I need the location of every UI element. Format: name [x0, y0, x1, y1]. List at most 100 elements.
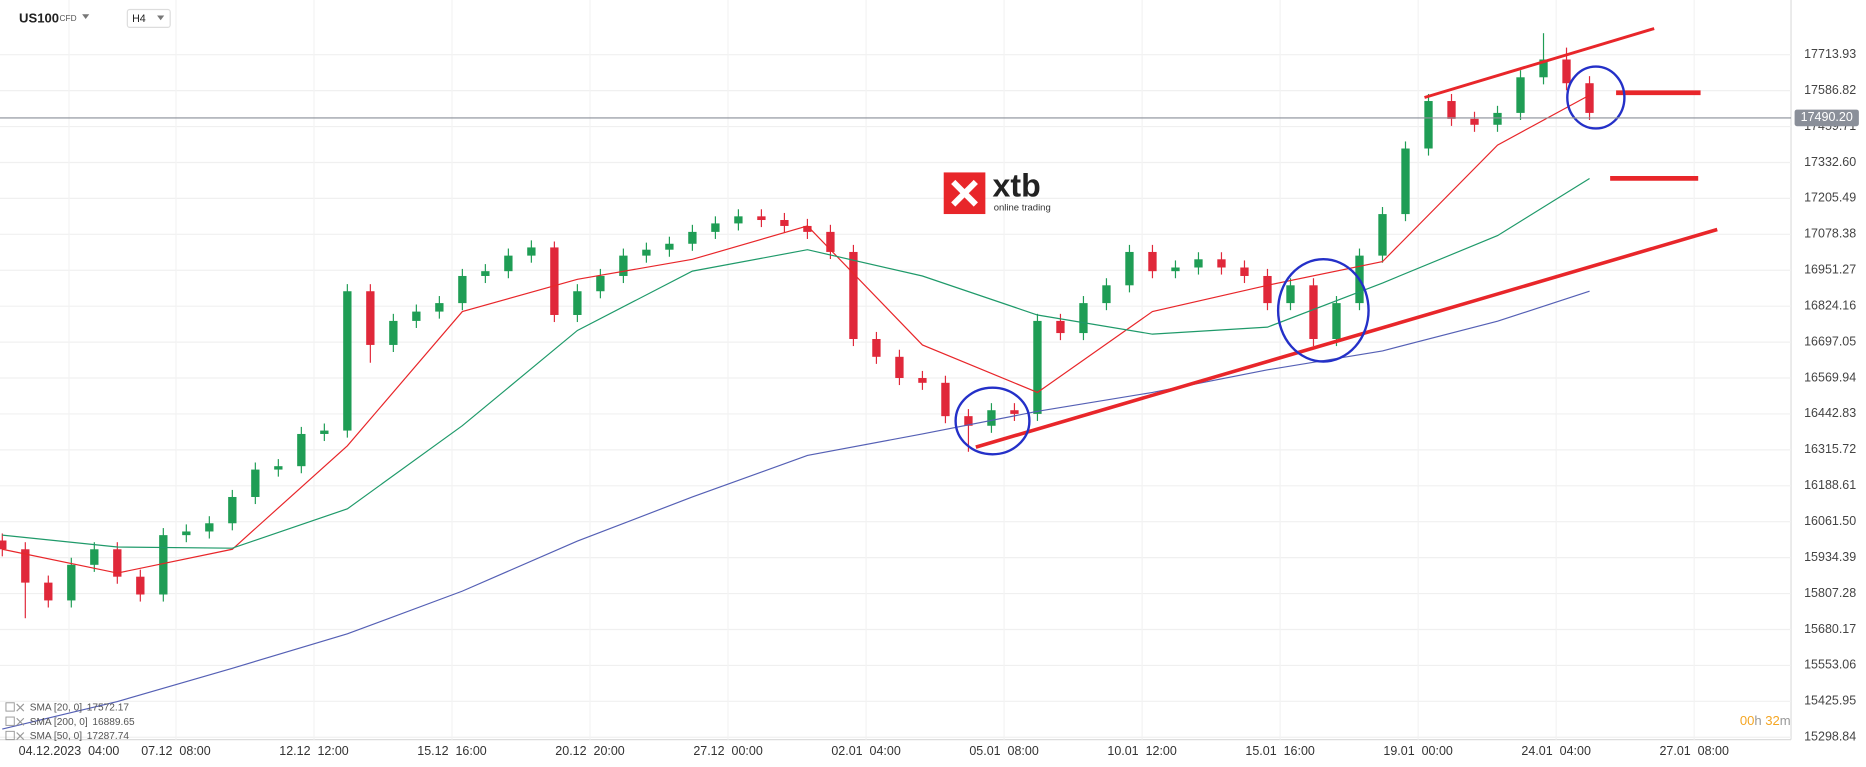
countdown-m: m: [1780, 713, 1791, 728]
timeframe-dropdown[interactable]: [157, 15, 165, 21]
candle-body: [1447, 101, 1456, 119]
last-price-label: 17490.20: [1801, 110, 1853, 124]
y-tick-label: 17205.49: [1804, 191, 1856, 205]
x-tick-label: 27.01 08:00: [1659, 744, 1729, 758]
y-tick-label: 16824.16: [1804, 298, 1856, 312]
last-price-box: [1794, 109, 1859, 127]
x-tick-label: 15.12 16:00: [417, 744, 487, 758]
drawings: [954, 27, 1718, 456]
candle-body: [619, 255, 628, 276]
legend-remove: [16, 703, 25, 712]
y-tick-label: 16442.83: [1804, 406, 1856, 420]
y-tick-label: 15553.06: [1804, 658, 1856, 672]
candle-body: [1033, 320, 1042, 414]
candle-body: [0, 540, 7, 550]
y-tick-label: 16697.05: [1804, 334, 1856, 348]
candle-body: [1562, 59, 1571, 84]
candle-body: [665, 243, 674, 250]
candle-body: [1102, 285, 1111, 304]
candle-body: [1401, 148, 1410, 215]
x-tick-label: 24.01 04:00: [1521, 744, 1591, 758]
y-tick-label: 16315.72: [1804, 442, 1856, 456]
candle-body: [803, 225, 812, 232]
candle-body: [1378, 214, 1387, 256]
candle-body: [343, 291, 352, 431]
candle-body: [1010, 410, 1019, 414]
y-tick-label: 17586.82: [1804, 83, 1856, 97]
candle-body: [1286, 285, 1295, 304]
circle-marker[interactable]: [954, 386, 1031, 456]
x-tick-label: 07.12 08:00: [141, 744, 211, 758]
candle-body: [1585, 83, 1594, 113]
candle-body: [136, 576, 145, 595]
circle-marker[interactable]: [1276, 258, 1370, 363]
candle-body: [1493, 112, 1502, 125]
legend-value: 17572.17: [87, 702, 130, 713]
sma-line: [2, 177, 1590, 549]
candle-body: [21, 549, 30, 583]
candle-body: [90, 549, 99, 565]
trend-line[interactable]: [1424, 27, 1655, 99]
circle-marker[interactable]: [1566, 65, 1626, 130]
candle-body: [734, 216, 743, 224]
symbol-dropdown[interactable]: [82, 14, 90, 20]
symbol[interactable]: US100: [19, 10, 59, 25]
x-tick-label: 10.01 12:00: [1107, 744, 1177, 758]
candle-body: [1332, 303, 1341, 340]
candle-body: [527, 247, 536, 256]
candle-body: [389, 320, 398, 345]
x-tick-label: 19.01 00:00: [1383, 744, 1453, 758]
legend-icon: [5, 716, 15, 726]
candle-body: [504, 255, 513, 272]
candle-body: [412, 311, 421, 321]
countdown: 00h 32m: [1740, 713, 1791, 728]
candle-body: [1263, 275, 1272, 304]
candle-body: [596, 275, 605, 292]
candle-body: [964, 416, 973, 426]
candle-body: [44, 582, 53, 601]
candle-body: [1125, 251, 1134, 286]
sma-line: [2, 94, 1590, 574]
candle-body: [849, 251, 858, 340]
instrument: CFD: [60, 13, 77, 23]
trend-line[interactable]: [975, 227, 1718, 449]
candle-body: [1240, 267, 1249, 276]
x-tick-label: 20.12 20:00: [555, 744, 625, 758]
candle-body: [182, 531, 191, 536]
candle-body: [711, 223, 720, 232]
y-tick-label: 16061.50: [1804, 514, 1856, 528]
candle-body: [1424, 101, 1433, 149]
candle-body: [550, 247, 559, 315]
logo-name: xtb: [993, 167, 1041, 203]
timeframe-box[interactable]: [126, 8, 171, 28]
y-tick-label: 16569.94: [1804, 370, 1856, 384]
legend-value: 16889.65: [92, 716, 135, 727]
legend-value: 17287.74: [87, 731, 130, 742]
candle-body: [435, 303, 444, 312]
candle-body: [1217, 259, 1226, 268]
legend-entry: SMA [50, 0] 17287.74: [30, 731, 130, 742]
y-tick-label: 15298.84: [1804, 730, 1856, 744]
candle-body: [918, 378, 927, 383]
candle-body: [872, 339, 881, 357]
candle-body: [205, 523, 214, 532]
candle-body: [642, 249, 651, 256]
legend-icon: [5, 730, 15, 741]
candle-body: [274, 466, 283, 470]
candle-body: [1539, 59, 1548, 78]
candle-body: [366, 291, 375, 345]
candle-body: [228, 496, 237, 524]
candle-body: [1470, 118, 1479, 125]
y-tick-label: 17713.93: [1804, 47, 1856, 61]
candle-body: [481, 271, 490, 276]
y-tick-label: 16951.27: [1804, 263, 1856, 277]
logo-tagline: online trading: [994, 203, 1051, 214]
y-tick-label: 17078.38: [1804, 227, 1856, 241]
y-tick-label: 15807.28: [1804, 586, 1856, 600]
countdown-minutes: 32: [1765, 713, 1780, 728]
timeframe[interactable]: H4: [132, 13, 146, 25]
legend-entry: SMA [200, 0] 16889.65: [30, 716, 135, 727]
y-tick-label: 16188.61: [1804, 478, 1856, 492]
